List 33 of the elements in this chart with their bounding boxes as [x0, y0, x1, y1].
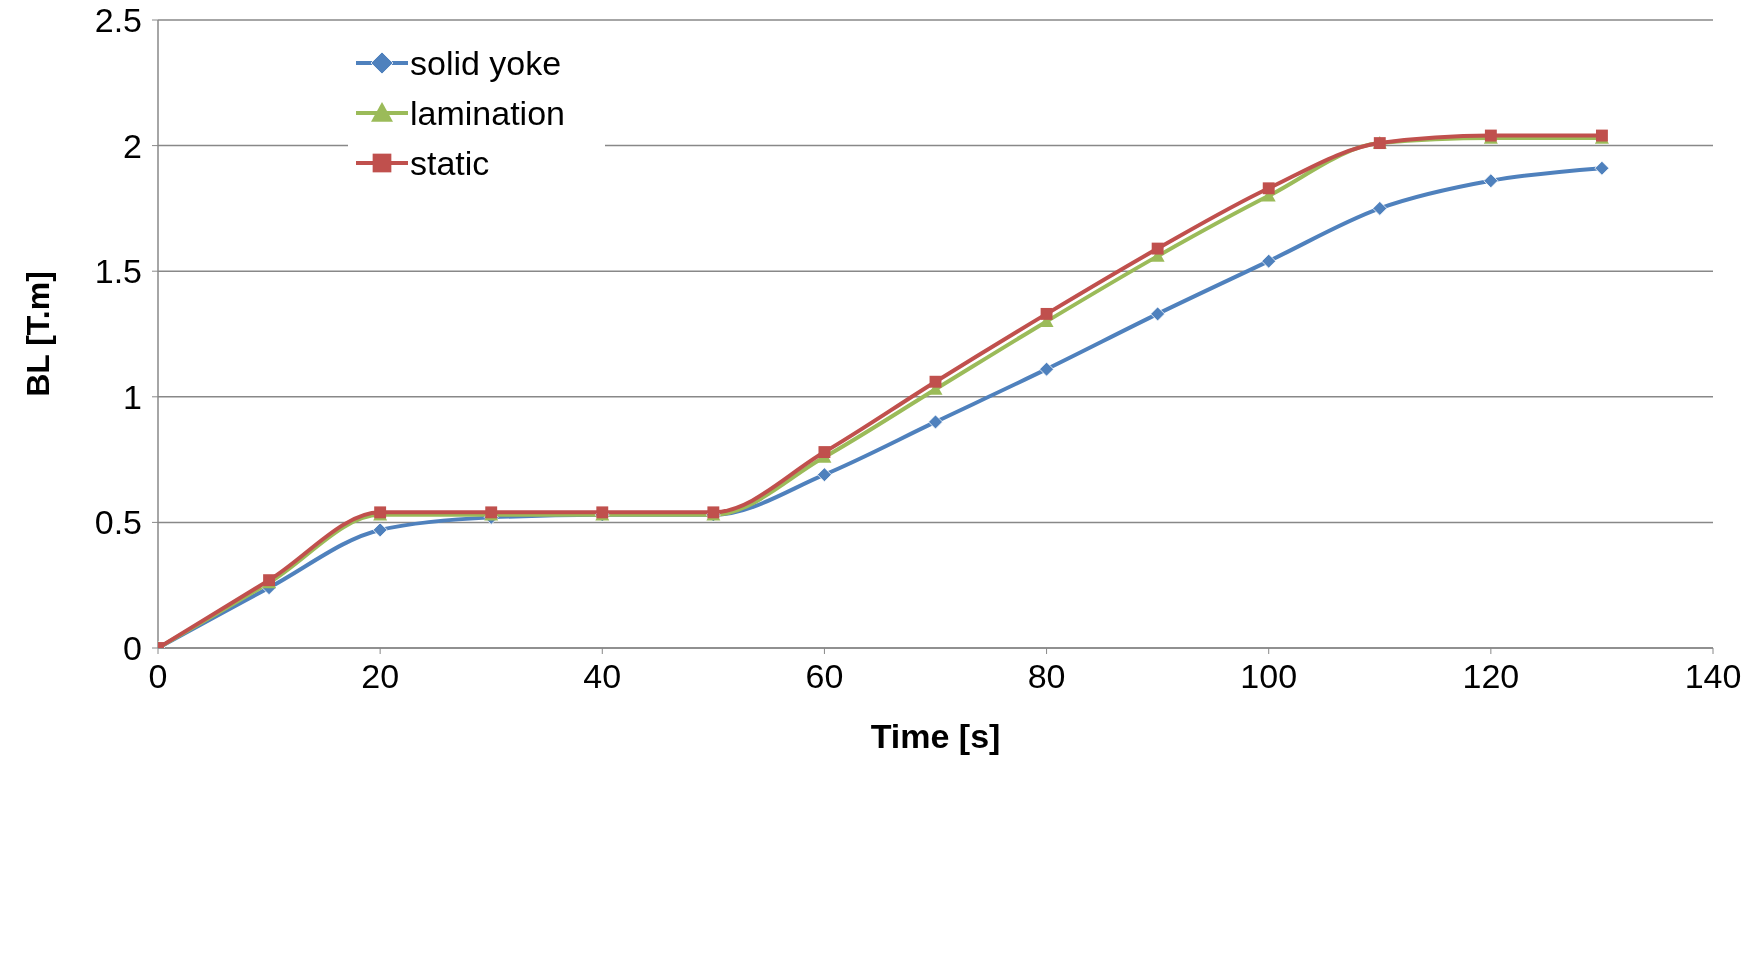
- point: [1483, 173, 1499, 189]
- point: [817, 467, 832, 483]
- y-axis-title: BL [T.m]: [20, 271, 57, 397]
- legend-label: solid yoke: [410, 43, 562, 83]
- point: [818, 446, 831, 459]
- x-axis-title: Time [s]: [870, 717, 1001, 755]
- y-tick-label: 2: [123, 126, 142, 165]
- point: [1262, 182, 1275, 195]
- x-tick-label: 60: [805, 657, 844, 696]
- x-tick-label: 0: [148, 657, 168, 696]
- x-tick-label: 120: [1462, 657, 1520, 696]
- y-tick-label: 0.5: [94, 503, 142, 542]
- point: [1040, 307, 1053, 320]
- y-tick-label: 1.5: [94, 252, 142, 291]
- x-tick-label: 20: [361, 657, 400, 696]
- point: [1151, 242, 1164, 255]
- x-tick-label: 100: [1240, 657, 1298, 696]
- point: [372, 522, 388, 538]
- legend-label: static: [410, 143, 490, 183]
- x-tick-label: 140: [1684, 657, 1742, 696]
- point: [928, 414, 943, 430]
- y-tick-label: 1: [123, 377, 142, 416]
- point: [1594, 160, 1610, 176]
- point: [1372, 201, 1388, 216]
- x-tick-label: 40: [583, 657, 622, 696]
- point: [1150, 306, 1166, 322]
- y-tick-label: 2.5: [94, 1, 142, 40]
- point: [1261, 253, 1277, 269]
- y-tick-label: 0: [123, 629, 142, 668]
- legend-label: lamination: [410, 93, 565, 133]
- point: [1039, 361, 1054, 377]
- x-tick-label: 80: [1027, 657, 1066, 696]
- point: [929, 375, 942, 388]
